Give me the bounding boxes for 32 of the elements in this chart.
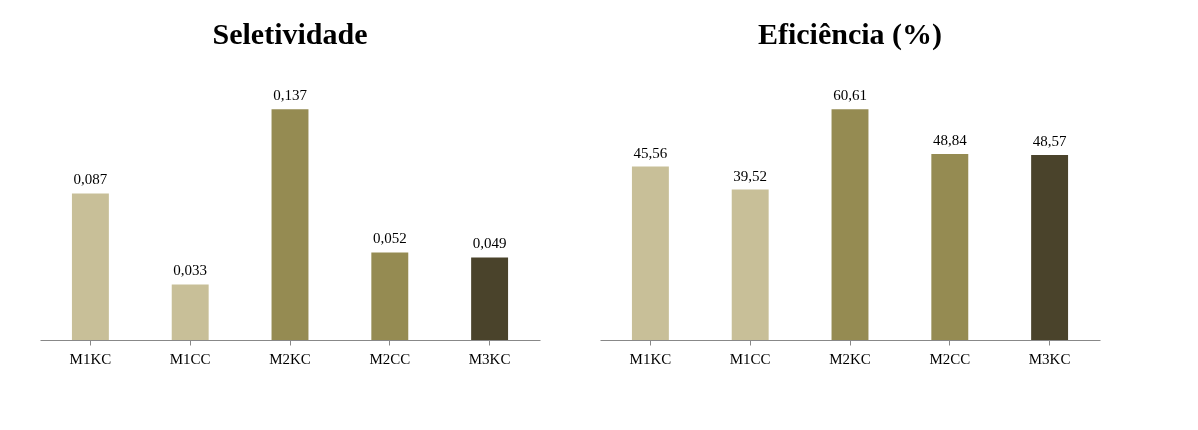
bar — [731, 189, 769, 340]
data-label: 0,087 — [73, 171, 108, 188]
data-label: 0,052 — [372, 230, 407, 247]
x-tick-label: M1KC — [629, 350, 672, 367]
data-label: 0,049 — [472, 235, 507, 252]
bar — [831, 109, 869, 340]
x-tick-label: M3KC — [468, 350, 511, 367]
bar — [931, 154, 969, 340]
x-tick-label: M2KC — [829, 350, 871, 367]
data-label: 0,033 — [173, 262, 208, 279]
x-tick-label: M1KC — [69, 350, 112, 367]
data-label: 60,61 — [833, 87, 867, 104]
x-tick-label: M3KC — [1028, 350, 1071, 367]
bar — [631, 166, 669, 340]
bar — [71, 193, 109, 340]
x-tick-label: M2KC — [269, 350, 311, 367]
bar — [371, 252, 409, 340]
bar — [171, 284, 209, 340]
x-tick-label: M1CC — [169, 350, 211, 367]
bar — [471, 257, 509, 340]
chart-title: Eficiência (%) — [757, 17, 943, 51]
x-tick-label: M1CC — [729, 350, 771, 367]
x-tick-label: M2CC — [929, 350, 971, 367]
data-label: 48,84 — [932, 132, 968, 149]
data-label: 0,137 — [273, 87, 308, 104]
x-tick-label: M2CC — [369, 350, 411, 367]
chart-title: Seletividade — [212, 17, 368, 50]
data-label: 45,56 — [633, 144, 668, 161]
bar — [271, 109, 309, 340]
data-label: 39,52 — [733, 167, 768, 184]
bar — [1031, 155, 1069, 340]
data-label: 48,57 — [1032, 133, 1067, 150]
